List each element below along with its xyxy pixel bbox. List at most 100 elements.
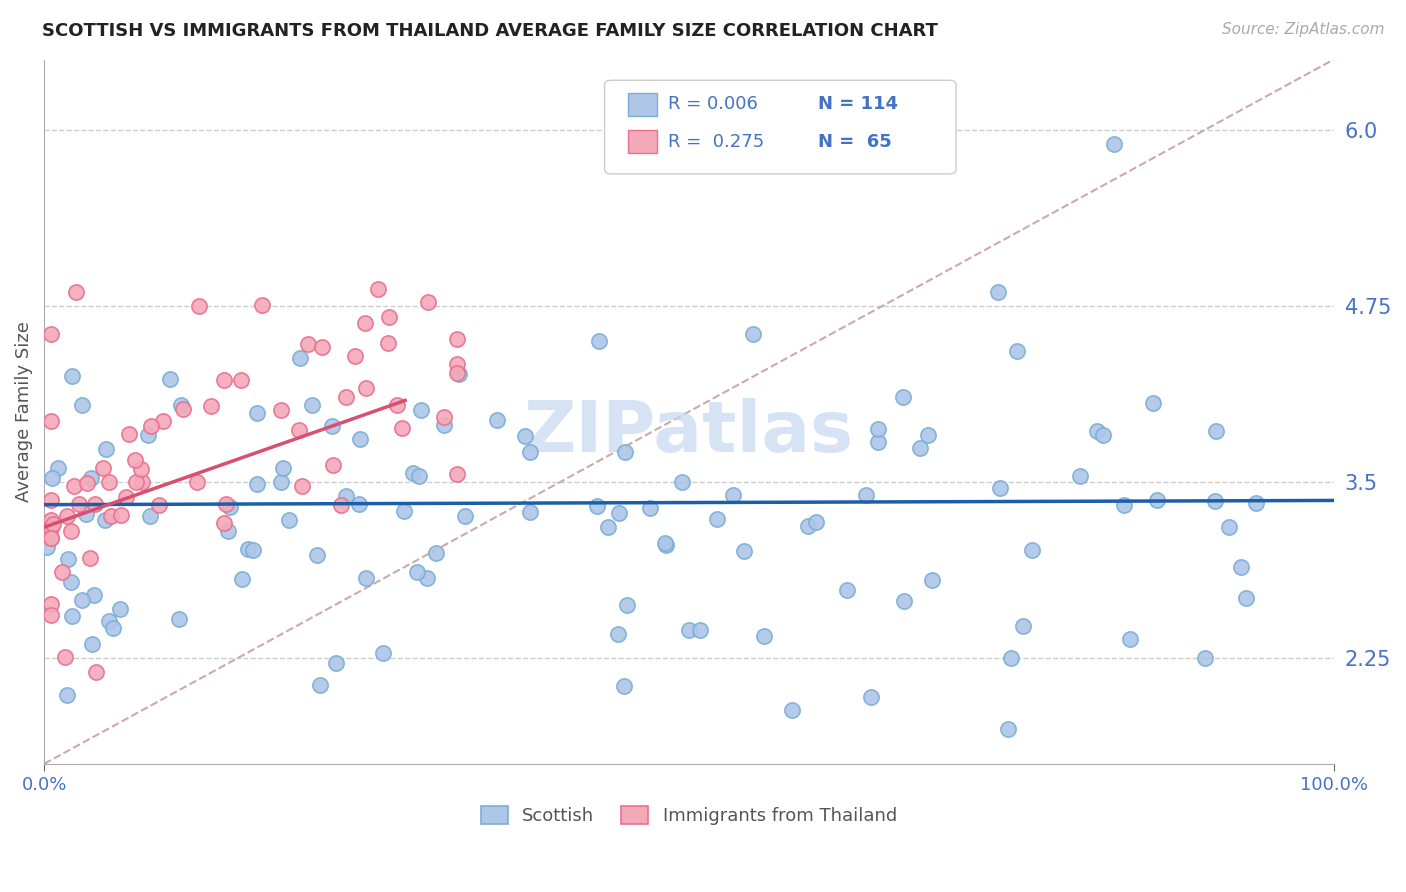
Point xyxy=(344,350,367,364)
Point xyxy=(186,475,208,489)
Point xyxy=(75,507,97,521)
Point xyxy=(411,403,433,417)
Point xyxy=(39,513,62,527)
Text: N = 114: N = 114 xyxy=(818,95,898,113)
Point xyxy=(117,427,139,442)
Point xyxy=(654,536,676,550)
Point xyxy=(108,602,131,616)
Point xyxy=(217,524,239,539)
Point xyxy=(56,509,79,524)
Point xyxy=(246,476,269,491)
Point xyxy=(1021,543,1043,558)
Point xyxy=(723,488,745,502)
Point xyxy=(38,522,60,536)
Point xyxy=(354,381,377,395)
Point xyxy=(1234,591,1257,605)
Point xyxy=(1244,496,1267,510)
Point xyxy=(742,327,765,342)
Point xyxy=(46,460,69,475)
Point xyxy=(891,390,914,404)
Point xyxy=(218,500,240,514)
Point xyxy=(60,369,83,384)
Point xyxy=(446,366,468,380)
Point xyxy=(212,516,235,530)
Point xyxy=(167,612,190,626)
Point xyxy=(908,441,931,455)
Point xyxy=(454,509,477,524)
Point xyxy=(325,656,347,670)
Point xyxy=(1119,632,1142,647)
Point xyxy=(91,460,114,475)
Point xyxy=(1142,396,1164,410)
Point xyxy=(94,513,117,527)
Point xyxy=(39,521,62,535)
Point xyxy=(59,575,82,590)
Point xyxy=(859,690,882,704)
Point xyxy=(1000,651,1022,665)
Point xyxy=(98,615,121,629)
Point xyxy=(804,516,827,530)
Point xyxy=(519,445,541,459)
Point xyxy=(131,475,153,490)
Point xyxy=(138,428,160,442)
Point xyxy=(335,391,357,405)
Point xyxy=(39,531,62,545)
Text: Source: ZipAtlas.com: Source: ZipAtlas.com xyxy=(1222,22,1385,37)
Point xyxy=(169,399,191,413)
Point xyxy=(271,461,294,475)
Text: N =  65: N = 65 xyxy=(818,133,891,151)
Point xyxy=(1092,428,1115,442)
Point xyxy=(96,442,118,457)
Point xyxy=(1012,619,1035,633)
Point xyxy=(200,399,222,413)
Point xyxy=(392,504,415,518)
Point xyxy=(418,294,440,309)
Point xyxy=(405,565,427,579)
Point xyxy=(1085,425,1108,439)
Point xyxy=(988,482,1011,496)
Legend: Scottish, Immigrants from Thailand: Scottish, Immigrants from Thailand xyxy=(481,805,897,825)
Point xyxy=(138,508,160,523)
Point xyxy=(433,409,456,424)
Text: R = 0.006: R = 0.006 xyxy=(668,95,758,113)
Point xyxy=(433,417,456,432)
Text: ZIPatlas: ZIPatlas xyxy=(524,399,853,467)
Point xyxy=(250,298,273,312)
Point xyxy=(229,373,252,387)
Point xyxy=(270,403,292,417)
Point xyxy=(70,592,93,607)
Point xyxy=(486,413,509,427)
Point xyxy=(855,487,877,501)
Point xyxy=(1230,560,1253,574)
Point xyxy=(148,498,170,512)
Point xyxy=(335,489,357,503)
Point xyxy=(754,629,776,643)
Point xyxy=(893,594,915,608)
Point xyxy=(415,570,437,584)
Point xyxy=(125,475,148,490)
Point xyxy=(288,423,311,437)
Point xyxy=(329,498,352,512)
Point xyxy=(689,624,711,638)
Point xyxy=(378,310,401,324)
Point xyxy=(76,476,98,491)
Point xyxy=(385,398,408,412)
Point xyxy=(638,501,661,516)
Point xyxy=(733,544,755,558)
Point xyxy=(377,336,399,351)
Point xyxy=(349,432,371,446)
Point xyxy=(1194,651,1216,665)
Point xyxy=(100,508,122,523)
Point xyxy=(63,479,86,493)
Point xyxy=(236,542,259,557)
Point xyxy=(391,421,413,435)
Point xyxy=(231,572,253,586)
Point xyxy=(139,419,162,434)
Point xyxy=(1069,468,1091,483)
Point xyxy=(585,499,607,513)
Point xyxy=(373,646,395,660)
Point xyxy=(80,471,103,485)
Point xyxy=(172,401,194,416)
Point xyxy=(917,428,939,442)
Point xyxy=(110,508,132,522)
